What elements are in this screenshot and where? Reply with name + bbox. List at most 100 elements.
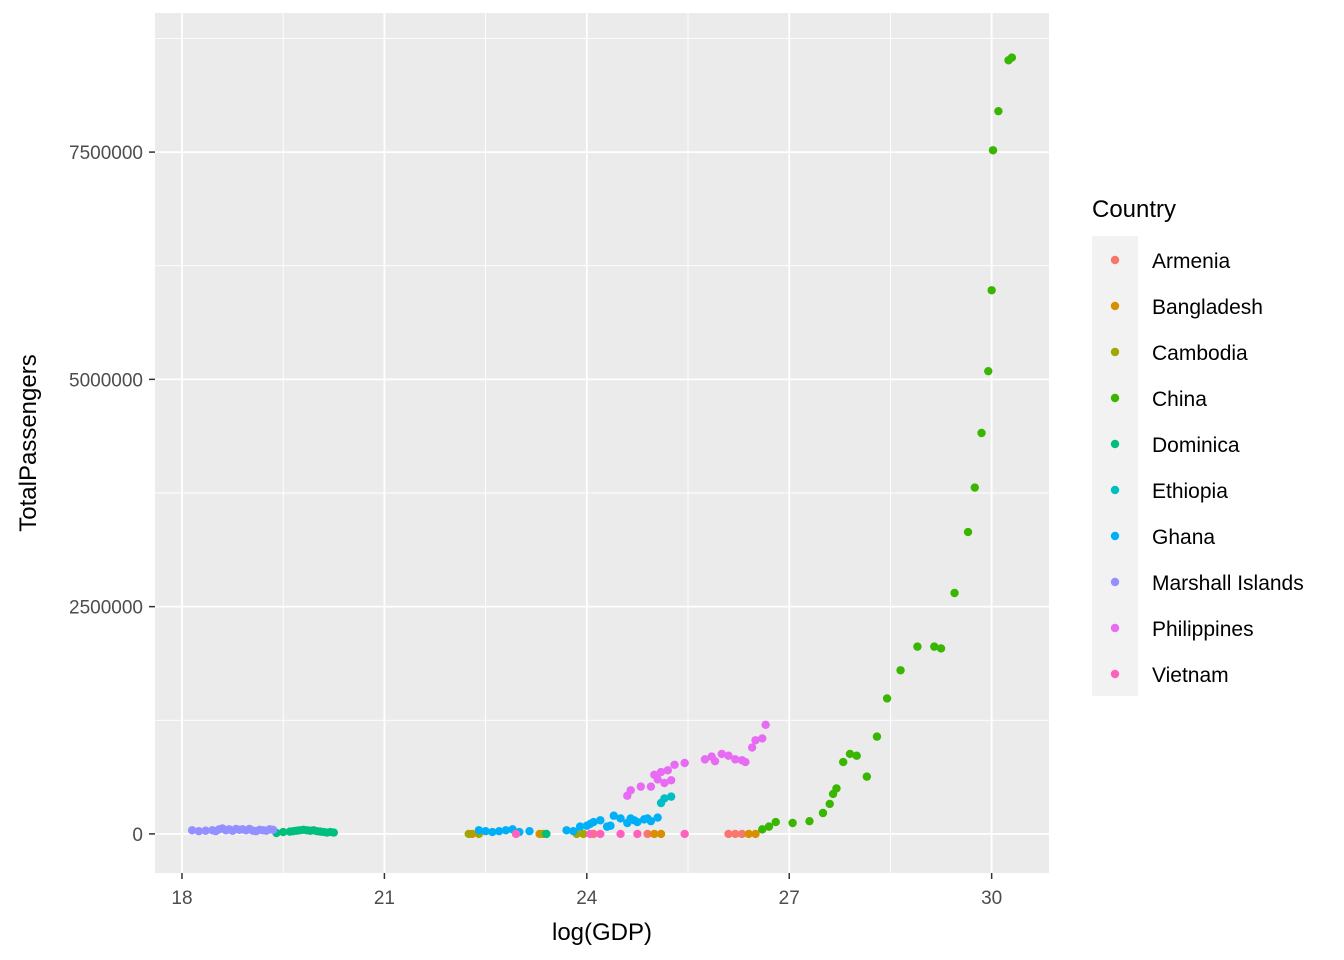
data-point-ghana (616, 814, 625, 823)
legend-label: Dominica (1152, 434, 1240, 457)
data-point-ghana (646, 816, 656, 826)
data-point-philippines (656, 767, 666, 777)
legend-key (1110, 485, 1120, 495)
data-point-philippines (741, 757, 750, 767)
data-point-china (862, 772, 872, 781)
legend-key (1110, 439, 1120, 449)
data-point-armenia (724, 829, 733, 839)
series-vietnam (511, 829, 689, 839)
data-point-china (845, 749, 855, 759)
data-point-marshall-islands (201, 826, 210, 835)
legend-label: Bangladesh (1152, 296, 1263, 319)
legend-key (1110, 393, 1120, 403)
data-point-vietnam (680, 829, 689, 839)
data-point-bangladesh (650, 829, 659, 839)
data-point-china (950, 588, 959, 598)
x-axis: 18 21 24 27 30 (171, 873, 1002, 909)
legend-item-cambodia: Cambodia (1110, 342, 1248, 365)
y-tick-label: 5000000 (69, 370, 143, 391)
data-point-philippines (724, 751, 733, 760)
legend: Country Armenia Bangladesh Cambodia China Do… (1092, 196, 1304, 696)
data-point-philippines (653, 775, 662, 784)
legend-key (1110, 623, 1120, 633)
x-tick-label: 21 (374, 888, 395, 909)
data-point-bangladesh (744, 829, 753, 839)
data-point-vietnam (633, 829, 642, 839)
data-point-philippines (663, 766, 672, 775)
legend-title: Country (1092, 196, 1176, 223)
data-point-china (839, 757, 848, 767)
data-point-marshall-islands (187, 826, 197, 835)
data-point-china (825, 799, 834, 809)
data-point-china (872, 732, 882, 741)
data-point-china (988, 146, 998, 155)
data-point-cambodia (464, 829, 473, 839)
data-point-ghana (501, 826, 511, 835)
legend-label: Philippines (1152, 618, 1254, 641)
series-ethiopia (656, 792, 676, 808)
legend-item-vietnam: Vietnam (1110, 664, 1229, 687)
data-point-philippines (660, 778, 669, 788)
series-marshall-islands (187, 824, 278, 836)
data-point-philippines (731, 755, 740, 764)
data-point-china (913, 642, 922, 651)
legend-key (1110, 577, 1120, 587)
data-point-china (936, 644, 946, 653)
data-point-philippines (700, 755, 710, 764)
x-tick-label: 27 (779, 888, 800, 909)
data-point-marshall-islands (194, 826, 204, 836)
data-point-ghana (653, 813, 662, 822)
data-point-china (977, 428, 986, 438)
legend-item-china: China (1110, 388, 1207, 411)
data-point-china (896, 666, 905, 675)
data-point-china (764, 822, 774, 831)
data-point-ghana (589, 817, 598, 827)
data-point-dominica (278, 827, 288, 837)
data-point-china (788, 818, 797, 828)
x-tick-label: 30 (981, 888, 1002, 909)
legend-item-philippines: Philippines (1110, 618, 1254, 641)
data-point-ethiopia (666, 792, 676, 801)
legend-item-armenia: Armenia (1110, 250, 1231, 273)
legend-item-marshall-islands: Marshall Islands (1110, 572, 1304, 595)
legend-key (1110, 347, 1120, 357)
data-point-dominica (329, 828, 338, 837)
data-point-china (771, 817, 780, 827)
data-point-ghana (596, 816, 605, 825)
data-point-ghana (609, 811, 619, 820)
data-point-china (805, 816, 814, 826)
data-point-vietnam (511, 829, 521, 839)
data-point-china (963, 527, 973, 537)
legend-label: Ghana (1152, 526, 1215, 549)
data-point-vietnam (596, 829, 605, 839)
data-point-philippines (747, 743, 757, 752)
series-ghana (474, 811, 662, 837)
data-point-china (1007, 53, 1017, 62)
legend-key (1110, 301, 1120, 311)
data-point-china (987, 286, 996, 295)
data-point-philippines (670, 760, 679, 770)
legend-label: Ethiopia (1152, 480, 1228, 503)
data-point-philippines (751, 736, 760, 745)
data-points (187, 53, 1017, 839)
data-point-philippines (666, 776, 676, 785)
data-point-philippines (717, 749, 726, 759)
legend-label: Vietnam (1152, 664, 1229, 687)
series-china (758, 53, 1017, 834)
data-point-bangladesh (751, 829, 760, 839)
data-point-philippines (761, 720, 770, 730)
legend-key (1110, 531, 1120, 541)
legend-item-ghana: Ghana (1110, 526, 1215, 549)
data-point-ghana (488, 827, 497, 837)
data-point-ghana (474, 826, 484, 835)
data-point-vietnam (616, 829, 625, 839)
data-point-cambodia (579, 829, 588, 839)
data-point-philippines (626, 786, 635, 795)
legend-items: Armenia Bangladesh Cambodia China Dominica Et… (1110, 250, 1304, 687)
legend-label: China (1152, 388, 1207, 411)
data-point-china (984, 366, 993, 376)
data-point-philippines (646, 782, 656, 791)
data-point-china (882, 694, 892, 703)
data-point-vietnam (585, 829, 595, 839)
